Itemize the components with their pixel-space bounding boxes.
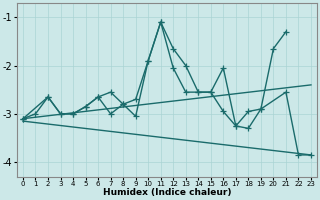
- X-axis label: Humidex (Indice chaleur): Humidex (Indice chaleur): [103, 188, 231, 197]
